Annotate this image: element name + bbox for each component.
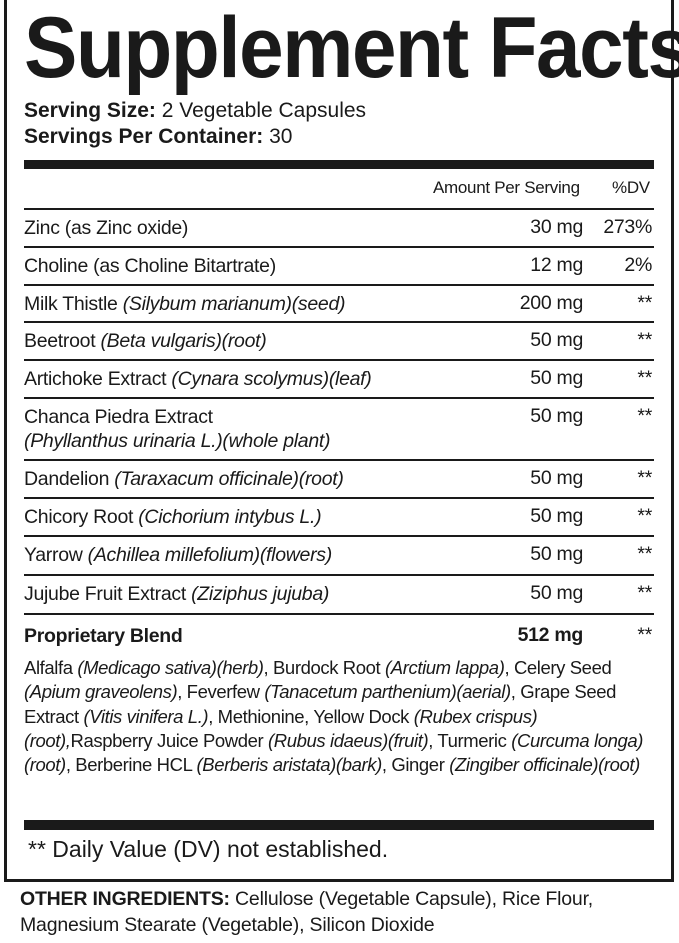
nutrient-latin-name: (Silybum marianum)(seed) xyxy=(122,293,346,315)
nutrient-label: Zinc (as Zinc oxide) xyxy=(24,217,189,239)
nutrient-name: Chicory Root (Cichorium intybus L.) xyxy=(24,505,322,529)
blend-ingredient: , Feverfew xyxy=(177,681,265,703)
divider xyxy=(24,208,654,210)
nutrient-amount: 50 mg xyxy=(530,467,583,489)
nutrient-latin-name: (Cichorium intybus L.) xyxy=(138,506,322,528)
nutrient-dv: ** xyxy=(637,405,652,427)
nutrient-amount: 50 mg xyxy=(530,405,583,427)
blend-ingredient: , Grape Seed Extract xyxy=(24,681,616,727)
nutrient-label: Chanca Piedra Extract xyxy=(24,406,213,428)
blend-ingredient-latin: (Medicago sativa)(herb) xyxy=(77,657,264,678)
blend-ingredient-latin: (Tanacetum parthenium)(aerial) xyxy=(264,681,511,703)
divider xyxy=(24,497,654,499)
blend-ingredient: , Ginger xyxy=(381,754,450,776)
blend-ingredient-latin: (Arctium lappa) xyxy=(385,657,505,678)
nutrient-dv: 2% xyxy=(624,254,652,276)
divider xyxy=(24,535,654,537)
nutrient-name: Zinc (as Zinc oxide) xyxy=(24,216,188,240)
nutrient-name: Choline (as Choline Bitartrate) xyxy=(24,254,276,278)
nutrient-latin-name: (Taraxacum officinale)(root) xyxy=(114,468,344,490)
nutrient-latin-name: (Beta vulgaris)(root) xyxy=(100,330,267,352)
blend-ingredients: Alfalfa (Medicago sativa)(herb), Burdock… xyxy=(24,656,654,777)
blend-ingredient-latin: (Apium graveolens) xyxy=(24,681,178,703)
blend-ingredient: , Berberine HCL xyxy=(65,754,197,776)
nutrient-label: Choline (as Choline Bitartrate) xyxy=(24,255,276,277)
blend-dv: ** xyxy=(637,624,652,646)
nutrient-amount: 50 mg xyxy=(530,505,583,527)
servings-label: Servings Per Container: xyxy=(24,125,264,148)
nutrient-dv: ** xyxy=(637,329,652,351)
panel-title: Supplement Facts xyxy=(24,0,679,96)
other-ingredients-value: Cellulose (Vegetable Capsule), Rice Flou… xyxy=(20,888,594,936)
divider xyxy=(24,359,654,361)
dv-header: %DV xyxy=(612,178,650,197)
blend-ingredient: , Methionine, Yellow Dock xyxy=(208,705,414,727)
blend-ingredient: , Turmeric xyxy=(428,729,512,751)
nutrient-amount: 50 mg xyxy=(530,543,583,565)
nutrient-latin-name: (Phyllanthus urinaria L.)(whole plant) xyxy=(24,430,331,452)
divider-thick-bottom xyxy=(24,820,654,830)
nutrient-dv: ** xyxy=(637,367,652,389)
divider xyxy=(24,321,654,323)
nutrient-amount: 30 mg xyxy=(530,216,583,238)
serving-size: Serving Size: 2 Vegetable Capsules xyxy=(24,98,366,124)
other-ingredients-label: OTHER INGREDIENTS: xyxy=(20,888,230,910)
blend-name: Proprietary Blend xyxy=(24,625,183,647)
nutrient-label: Milk Thistle xyxy=(24,293,118,315)
divider xyxy=(24,284,654,286)
nutrient-name: Chanca Piedra Extract (Phyllanthus urinar… xyxy=(24,405,330,453)
blend-ingredient-latin: (Zingiber officinale)(root) xyxy=(449,754,640,776)
serving-size-value: 2 Vegetable Capsules xyxy=(161,99,367,122)
nutrient-name: Milk Thistle (Silybum marianum)(seed) xyxy=(24,292,346,316)
blend-amount: 512 mg xyxy=(517,624,584,646)
nutrient-dv: 273% xyxy=(603,216,652,238)
nutrient-dv: ** xyxy=(637,543,652,565)
nutrient-name: Jujube Fruit Extract (Ziziphus jujuba) xyxy=(24,582,329,606)
blend-ingredient-latin: (Vitis vinifera L.) xyxy=(83,705,209,727)
nutrient-name: Yarrow (Achillea millefolium)(flowers) xyxy=(24,543,332,567)
nutrient-label: Artichoke Extract xyxy=(24,368,167,390)
nutrient-label: Jujube Fruit Extract xyxy=(24,583,186,605)
divider xyxy=(24,613,654,615)
nutrient-label: Beetroot xyxy=(24,330,96,352)
blend-ingredient: , Burdock Root xyxy=(263,657,386,678)
nutrient-latin-name: (Cynara scolymus)(leaf) xyxy=(171,368,372,390)
serving-size-label: Serving Size: xyxy=(24,99,156,122)
divider-thick xyxy=(24,160,654,169)
nutrient-amount: 50 mg xyxy=(530,367,583,389)
supplement-facts-panel xyxy=(4,0,674,882)
nutrient-amount: 50 mg xyxy=(530,329,583,351)
nutrient-label: Dandelion xyxy=(24,468,110,490)
amount-header: Amount Per Serving xyxy=(433,178,580,197)
blend-ingredient: , Celery Seed xyxy=(504,657,612,678)
nutrient-name: Beetroot (Beta vulgaris)(root) xyxy=(24,329,267,353)
servings-value: 30 xyxy=(269,125,293,148)
blend-ingredient-latin: (Berberis aristata)(bark) xyxy=(196,754,383,776)
blend-ingredient-latin: (Curcuma longa)(root) xyxy=(24,729,644,776)
nutrient-label: Yarrow xyxy=(24,544,83,566)
nutrient-dv: ** xyxy=(637,467,652,489)
footnote: ** Daily Value (DV) not established. xyxy=(28,836,389,862)
blend-ingredient-latin: (Rubex crispus)(root), xyxy=(24,705,538,751)
nutrient-name: Artichoke Extract (Cynara scolymus)(leaf… xyxy=(24,367,372,391)
blend-ingredient: Raspberry Juice Powder xyxy=(70,729,269,751)
divider xyxy=(24,459,654,461)
blend-ingredient-latin: (Rubus idaeus)(fruit) xyxy=(268,729,429,751)
servings-per-container: Servings Per Container: 30 xyxy=(24,124,292,150)
nutrient-amount: 50 mg xyxy=(530,582,583,604)
nutrient-dv: ** xyxy=(637,582,652,604)
nutrient-latin-name: (Ziziphus jujuba) xyxy=(191,583,330,605)
blend-ingredient: Alfalfa xyxy=(24,657,78,678)
nutrient-label: Chicory Root xyxy=(24,506,134,528)
nutrient-amount: 12 mg xyxy=(530,254,583,276)
nutrient-name: Dandelion (Taraxacum officinale)(root) xyxy=(24,467,344,491)
nutrient-dv: ** xyxy=(637,292,652,314)
divider xyxy=(24,574,654,576)
divider xyxy=(24,246,654,248)
divider xyxy=(24,397,654,399)
nutrient-amount: 200 mg xyxy=(519,292,584,314)
nutrient-dv: ** xyxy=(637,505,652,527)
nutrient-latin-name: (Achillea millefolium)(flowers) xyxy=(87,544,333,566)
other-ingredients: OTHER INGREDIENTS: Cellulose (Vegetable … xyxy=(20,886,679,938)
